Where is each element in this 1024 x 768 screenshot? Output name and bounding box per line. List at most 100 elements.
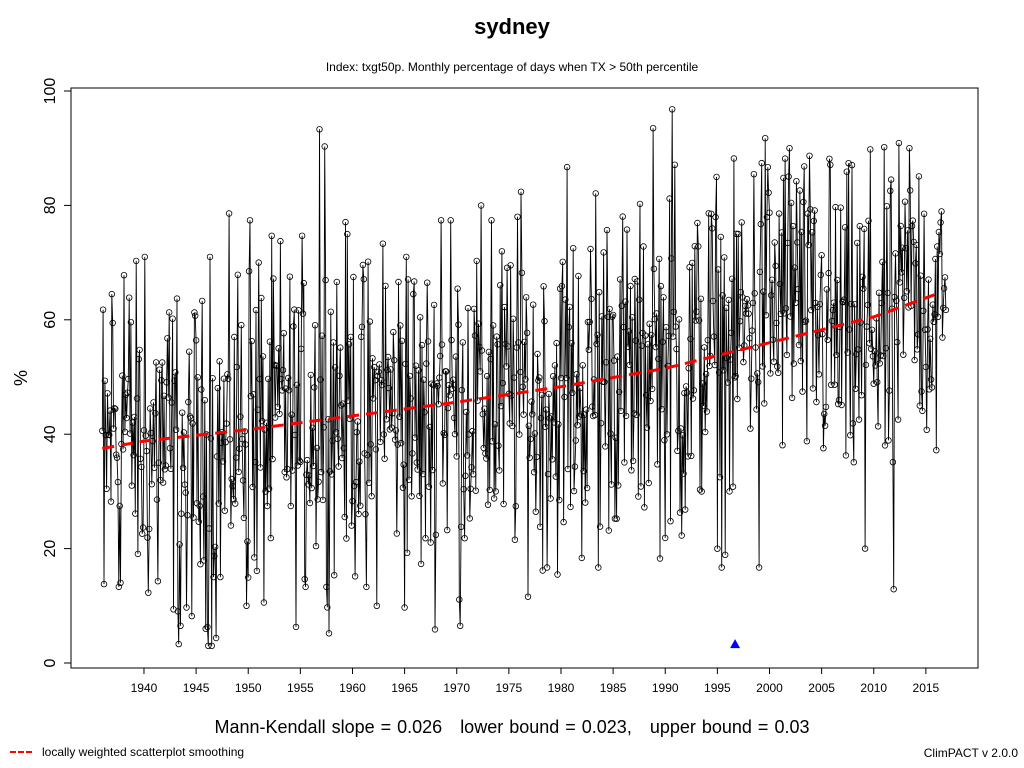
data-point (384, 366, 391, 374)
data-point (263, 419, 270, 426)
data-point (260, 599, 268, 606)
data-point (852, 385, 859, 392)
data-point (835, 396, 843, 404)
data-point (357, 502, 364, 509)
data-point (229, 482, 236, 490)
data-point (525, 422, 532, 429)
data-point (235, 468, 242, 476)
data-point (682, 506, 689, 513)
data-point (132, 510, 139, 517)
data-point (334, 435, 341, 443)
data-point (882, 345, 890, 352)
data-point (679, 432, 686, 439)
data-point (105, 431, 113, 439)
data-point (924, 326, 931, 333)
data-point (743, 295, 751, 303)
data-point (523, 329, 531, 336)
data-point (550, 419, 558, 426)
data-point (920, 307, 927, 314)
data-point (636, 296, 643, 303)
data-point (318, 468, 325, 476)
data-point (713, 173, 720, 181)
data-point (250, 391, 257, 398)
data-point (481, 405, 488, 412)
data-point (374, 372, 381, 380)
data-point (830, 299, 837, 306)
data-point (878, 299, 885, 307)
data-point (596, 289, 603, 296)
data-point (764, 163, 771, 171)
data-point (120, 272, 128, 279)
data-point (596, 523, 604, 530)
data-point (456, 596, 463, 603)
data-point (344, 230, 351, 238)
data-point (521, 338, 528, 346)
data-point (493, 333, 500, 340)
data-point (414, 466, 421, 473)
data-point (872, 362, 879, 369)
data-point (364, 451, 371, 459)
data-point (936, 250, 943, 258)
data-point (563, 374, 570, 382)
data-point (393, 530, 400, 537)
data-point (471, 332, 479, 339)
data-point (717, 233, 724, 241)
data-point (522, 376, 529, 383)
data-point (220, 375, 228, 382)
data-point (709, 225, 716, 232)
data-point (266, 338, 274, 345)
data-point (697, 295, 705, 302)
data-point (273, 362, 281, 369)
data-point (559, 258, 566, 265)
data-point (499, 379, 506, 387)
data-point (745, 310, 752, 317)
data-point (378, 381, 386, 389)
data-point (412, 362, 420, 369)
data-point (426, 423, 433, 431)
data-point (275, 345, 282, 352)
data-point (411, 278, 418, 285)
data-point (453, 453, 460, 460)
data-point (443, 368, 450, 375)
data-point (221, 507, 228, 514)
data-point (246, 217, 254, 224)
data-point (270, 275, 277, 282)
data-point (291, 431, 299, 439)
data-point (147, 429, 155, 437)
data-point (547, 495, 554, 502)
data-point (265, 485, 273, 492)
data-point (810, 217, 817, 225)
data-point (486, 486, 493, 494)
data-point (607, 430, 614, 437)
data-point (413, 459, 420, 466)
data-point (549, 456, 556, 463)
data-point (195, 518, 202, 525)
data-point (729, 483, 737, 490)
data-point (185, 348, 193, 355)
data-point (249, 483, 256, 491)
data-point (534, 350, 541, 358)
data-point (100, 580, 108, 588)
data-point (420, 376, 427, 383)
data-point (767, 370, 774, 377)
data-point (725, 296, 732, 304)
data-point (685, 365, 692, 372)
data-point (781, 155, 789, 162)
data-point (312, 542, 320, 550)
data-point (880, 352, 887, 360)
data-point (676, 509, 684, 516)
data-point (694, 219, 701, 227)
data-point (524, 593, 532, 600)
data-point (598, 313, 605, 320)
data-point (447, 217, 454, 224)
data-point (661, 437, 668, 444)
data-point (728, 329, 735, 336)
data-point (571, 463, 579, 470)
data-point (383, 416, 390, 423)
data-point (544, 470, 552, 478)
data-point (457, 523, 465, 530)
data-point (143, 447, 150, 455)
data-point (225, 210, 233, 217)
data-point (814, 332, 822, 339)
data-point (532, 508, 539, 515)
